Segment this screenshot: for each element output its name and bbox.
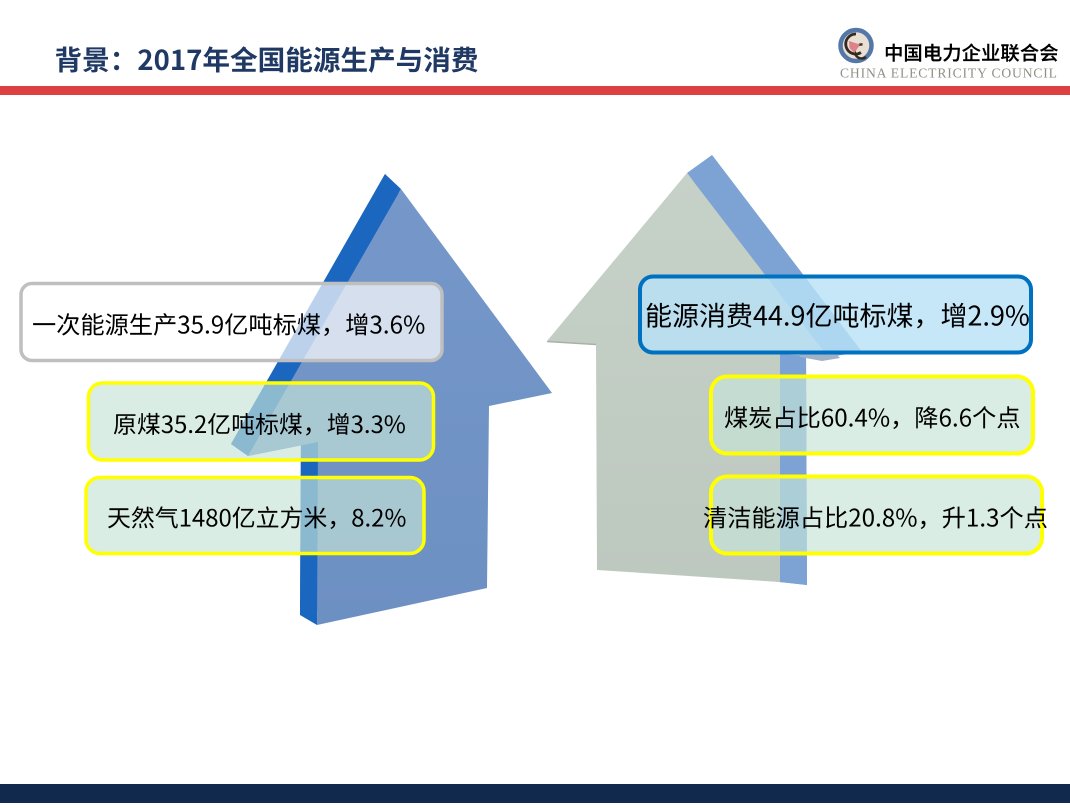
svg-text:CHINA ELECTRICITY COUNCIL: CHINA ELECTRICITY COUNCIL (840, 66, 1058, 81)
